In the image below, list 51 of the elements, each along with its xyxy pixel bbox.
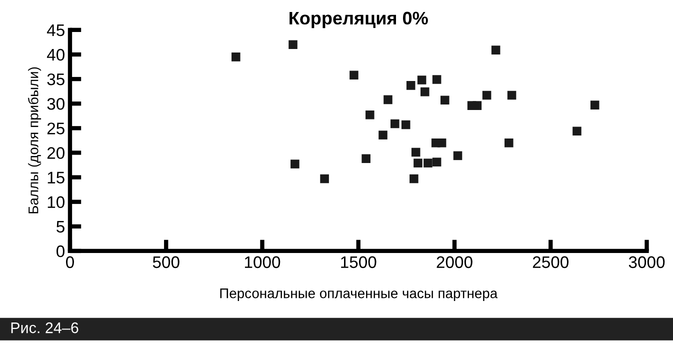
point — [472, 101, 482, 110]
x-axis-title: Персональные оплаченные часы партнера — [220, 288, 498, 301]
y-tick-label: 45 — [46, 24, 64, 36]
point — [453, 151, 462, 160]
y-tick-label: 20 — [47, 147, 64, 159]
point — [411, 148, 420, 157]
x-tick-label: 0 — [66, 256, 74, 268]
x-tick-label: 1000 — [244, 256, 280, 268]
y-tick-label: 35 — [47, 73, 64, 86]
point — [482, 90, 492, 100]
x-tick-label: 500 — [152, 256, 180, 268]
point — [440, 96, 450, 105]
chart-title: Корреляция 0% — [290, 12, 428, 28]
point — [320, 174, 329, 184]
y-tick-label: 5 — [56, 220, 64, 233]
point — [420, 87, 430, 96]
point — [417, 76, 426, 84]
point — [406, 81, 416, 90]
point — [491, 46, 500, 54]
point — [290, 160, 300, 168]
point — [288, 40, 298, 50]
point — [432, 158, 442, 166]
point — [384, 95, 392, 104]
y-tick-label: 10 — [48, 196, 64, 208]
x-tick-label: 2000 — [436, 256, 472, 268]
point — [590, 100, 600, 110]
point — [362, 154, 370, 164]
y-tick-label: 0 — [56, 245, 64, 258]
y-tick-label: 15 — [48, 172, 64, 184]
y-tick-label: 40 — [46, 48, 64, 61]
point — [232, 52, 240, 62]
point — [366, 110, 374, 120]
point — [378, 130, 388, 140]
point — [432, 75, 442, 84]
x-tick-label: 3000 — [628, 256, 665, 268]
point — [401, 120, 410, 130]
y-tick-label: 30 — [47, 98, 64, 110]
point — [424, 158, 432, 168]
point — [414, 158, 422, 168]
point — [410, 174, 418, 184]
point — [572, 126, 582, 136]
y-axis-title: Баллы (доля прибыли) — [28, 67, 42, 214]
point — [350, 70, 358, 80]
text: Рис. 24–6 — [11, 322, 78, 334]
x-tick-label: 2500 — [532, 256, 569, 268]
point — [504, 138, 514, 148]
point — [390, 119, 400, 128]
x-tick-label: 1500 — [341, 256, 376, 268]
y-tick-label: 25 — [47, 122, 64, 134]
point — [507, 90, 516, 100]
point — [437, 138, 446, 148]
